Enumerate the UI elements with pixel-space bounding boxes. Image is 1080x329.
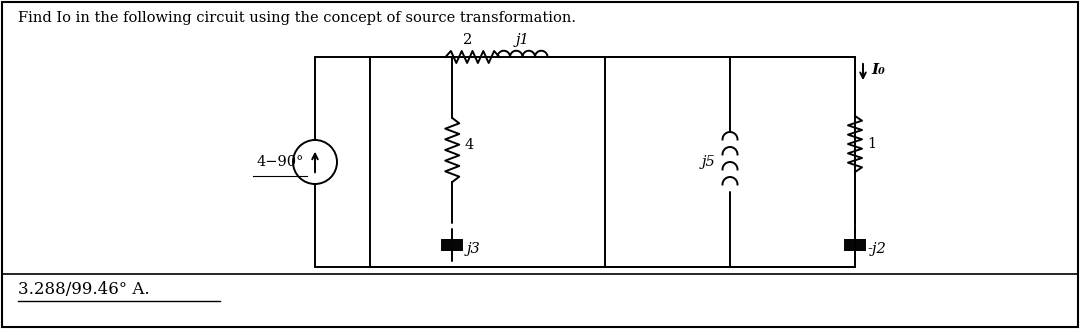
Text: -j2: -j2 <box>867 242 886 256</box>
Text: 4: 4 <box>464 138 473 152</box>
Text: j1: j1 <box>515 33 529 47</box>
Text: 2: 2 <box>463 33 472 47</box>
Text: j5: j5 <box>701 155 715 169</box>
Text: j3: j3 <box>467 242 480 256</box>
Text: 3.288/99.46° A.: 3.288/99.46° A. <box>18 281 150 297</box>
Text: Find Io in the following circuit using the concept of source transformation.: Find Io in the following circuit using t… <box>18 11 576 25</box>
Text: 4−90°: 4−90° <box>256 155 303 169</box>
Text: I₀: I₀ <box>870 63 885 77</box>
Text: 1: 1 <box>867 137 876 151</box>
